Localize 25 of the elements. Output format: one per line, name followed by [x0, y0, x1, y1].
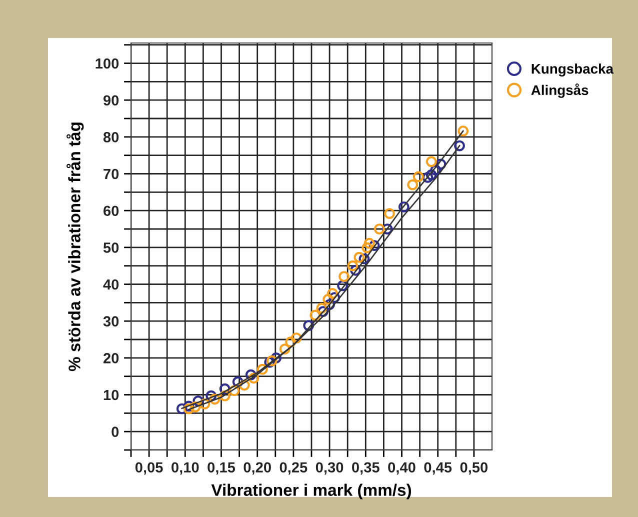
x-tick-label: 0,25	[280, 462, 308, 475]
x-tick-label: 0,40	[388, 462, 416, 475]
y-tick-label: 80	[103, 132, 119, 142]
y-tick-label: 50	[103, 242, 119, 253]
y-tick-label: 70	[104, 168, 119, 180]
x-tick-label: 0,35	[352, 462, 380, 475]
x-tick-label: 0,30	[316, 462, 344, 475]
x-tick-label: 0,10	[172, 462, 199, 475]
y-tick-label: 100	[96, 58, 119, 69]
x-tick-label: 0,15	[208, 462, 236, 475]
x-axis-title: Vibrationer i mark (mm/s)	[211, 484, 412, 500]
x-tick-label: 0,50	[460, 462, 488, 475]
x-tick-label: 0,05	[135, 462, 163, 475]
y-tick-label: 10	[104, 390, 119, 400]
y-tick-label: 20	[103, 353, 119, 364]
x-tick-label: 0,45	[424, 462, 452, 475]
x-tick-label: 0,20	[244, 462, 271, 475]
legend-label: Kungsbacka	[532, 64, 614, 77]
legend-label: Alingsås	[531, 83, 588, 98]
y-tick-label: 30	[103, 316, 119, 327]
y-tick-label: 60	[104, 206, 119, 216]
y-tick-label: 40	[103, 279, 119, 290]
y-tick-label: 90	[103, 95, 119, 106]
y-axis-title: % störda av vibrationer från tåg	[66, 122, 84, 372]
y-tick-label: 0	[112, 426, 119, 438]
